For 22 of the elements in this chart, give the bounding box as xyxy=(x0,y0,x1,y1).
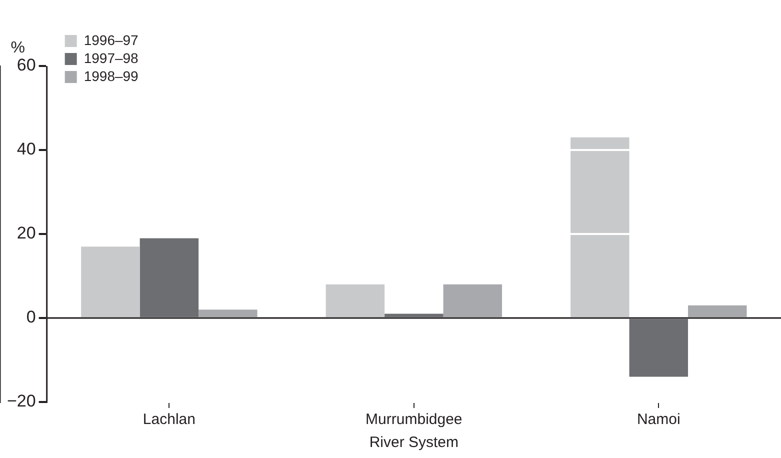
y-tick-label: −20 xyxy=(6,392,36,411)
x-tick-label: Lachlan xyxy=(142,411,196,428)
bar xyxy=(629,319,688,377)
bar xyxy=(140,238,199,317)
x-axis-title: River System xyxy=(369,434,459,452)
y-tick-label: 0 xyxy=(26,308,36,327)
legend-label: 1997–98 xyxy=(84,50,139,66)
legend-label: 1998–99 xyxy=(84,68,139,84)
legend-label: 1996–97 xyxy=(84,32,139,48)
bar xyxy=(443,284,502,317)
bar xyxy=(81,246,140,317)
bar xyxy=(326,284,385,317)
bar xyxy=(688,305,747,317)
y-tick-label: 40 xyxy=(16,140,36,159)
y-tick-label: 20 xyxy=(16,224,36,243)
x-tick-label: Murrumbidgee xyxy=(366,411,462,428)
bar xyxy=(384,314,444,317)
y-tick-label: 60 xyxy=(16,56,36,75)
y-axis-title: % xyxy=(10,39,25,56)
x-tick-label: Namoi xyxy=(636,411,680,428)
bar xyxy=(198,310,258,317)
bar xyxy=(570,137,630,317)
